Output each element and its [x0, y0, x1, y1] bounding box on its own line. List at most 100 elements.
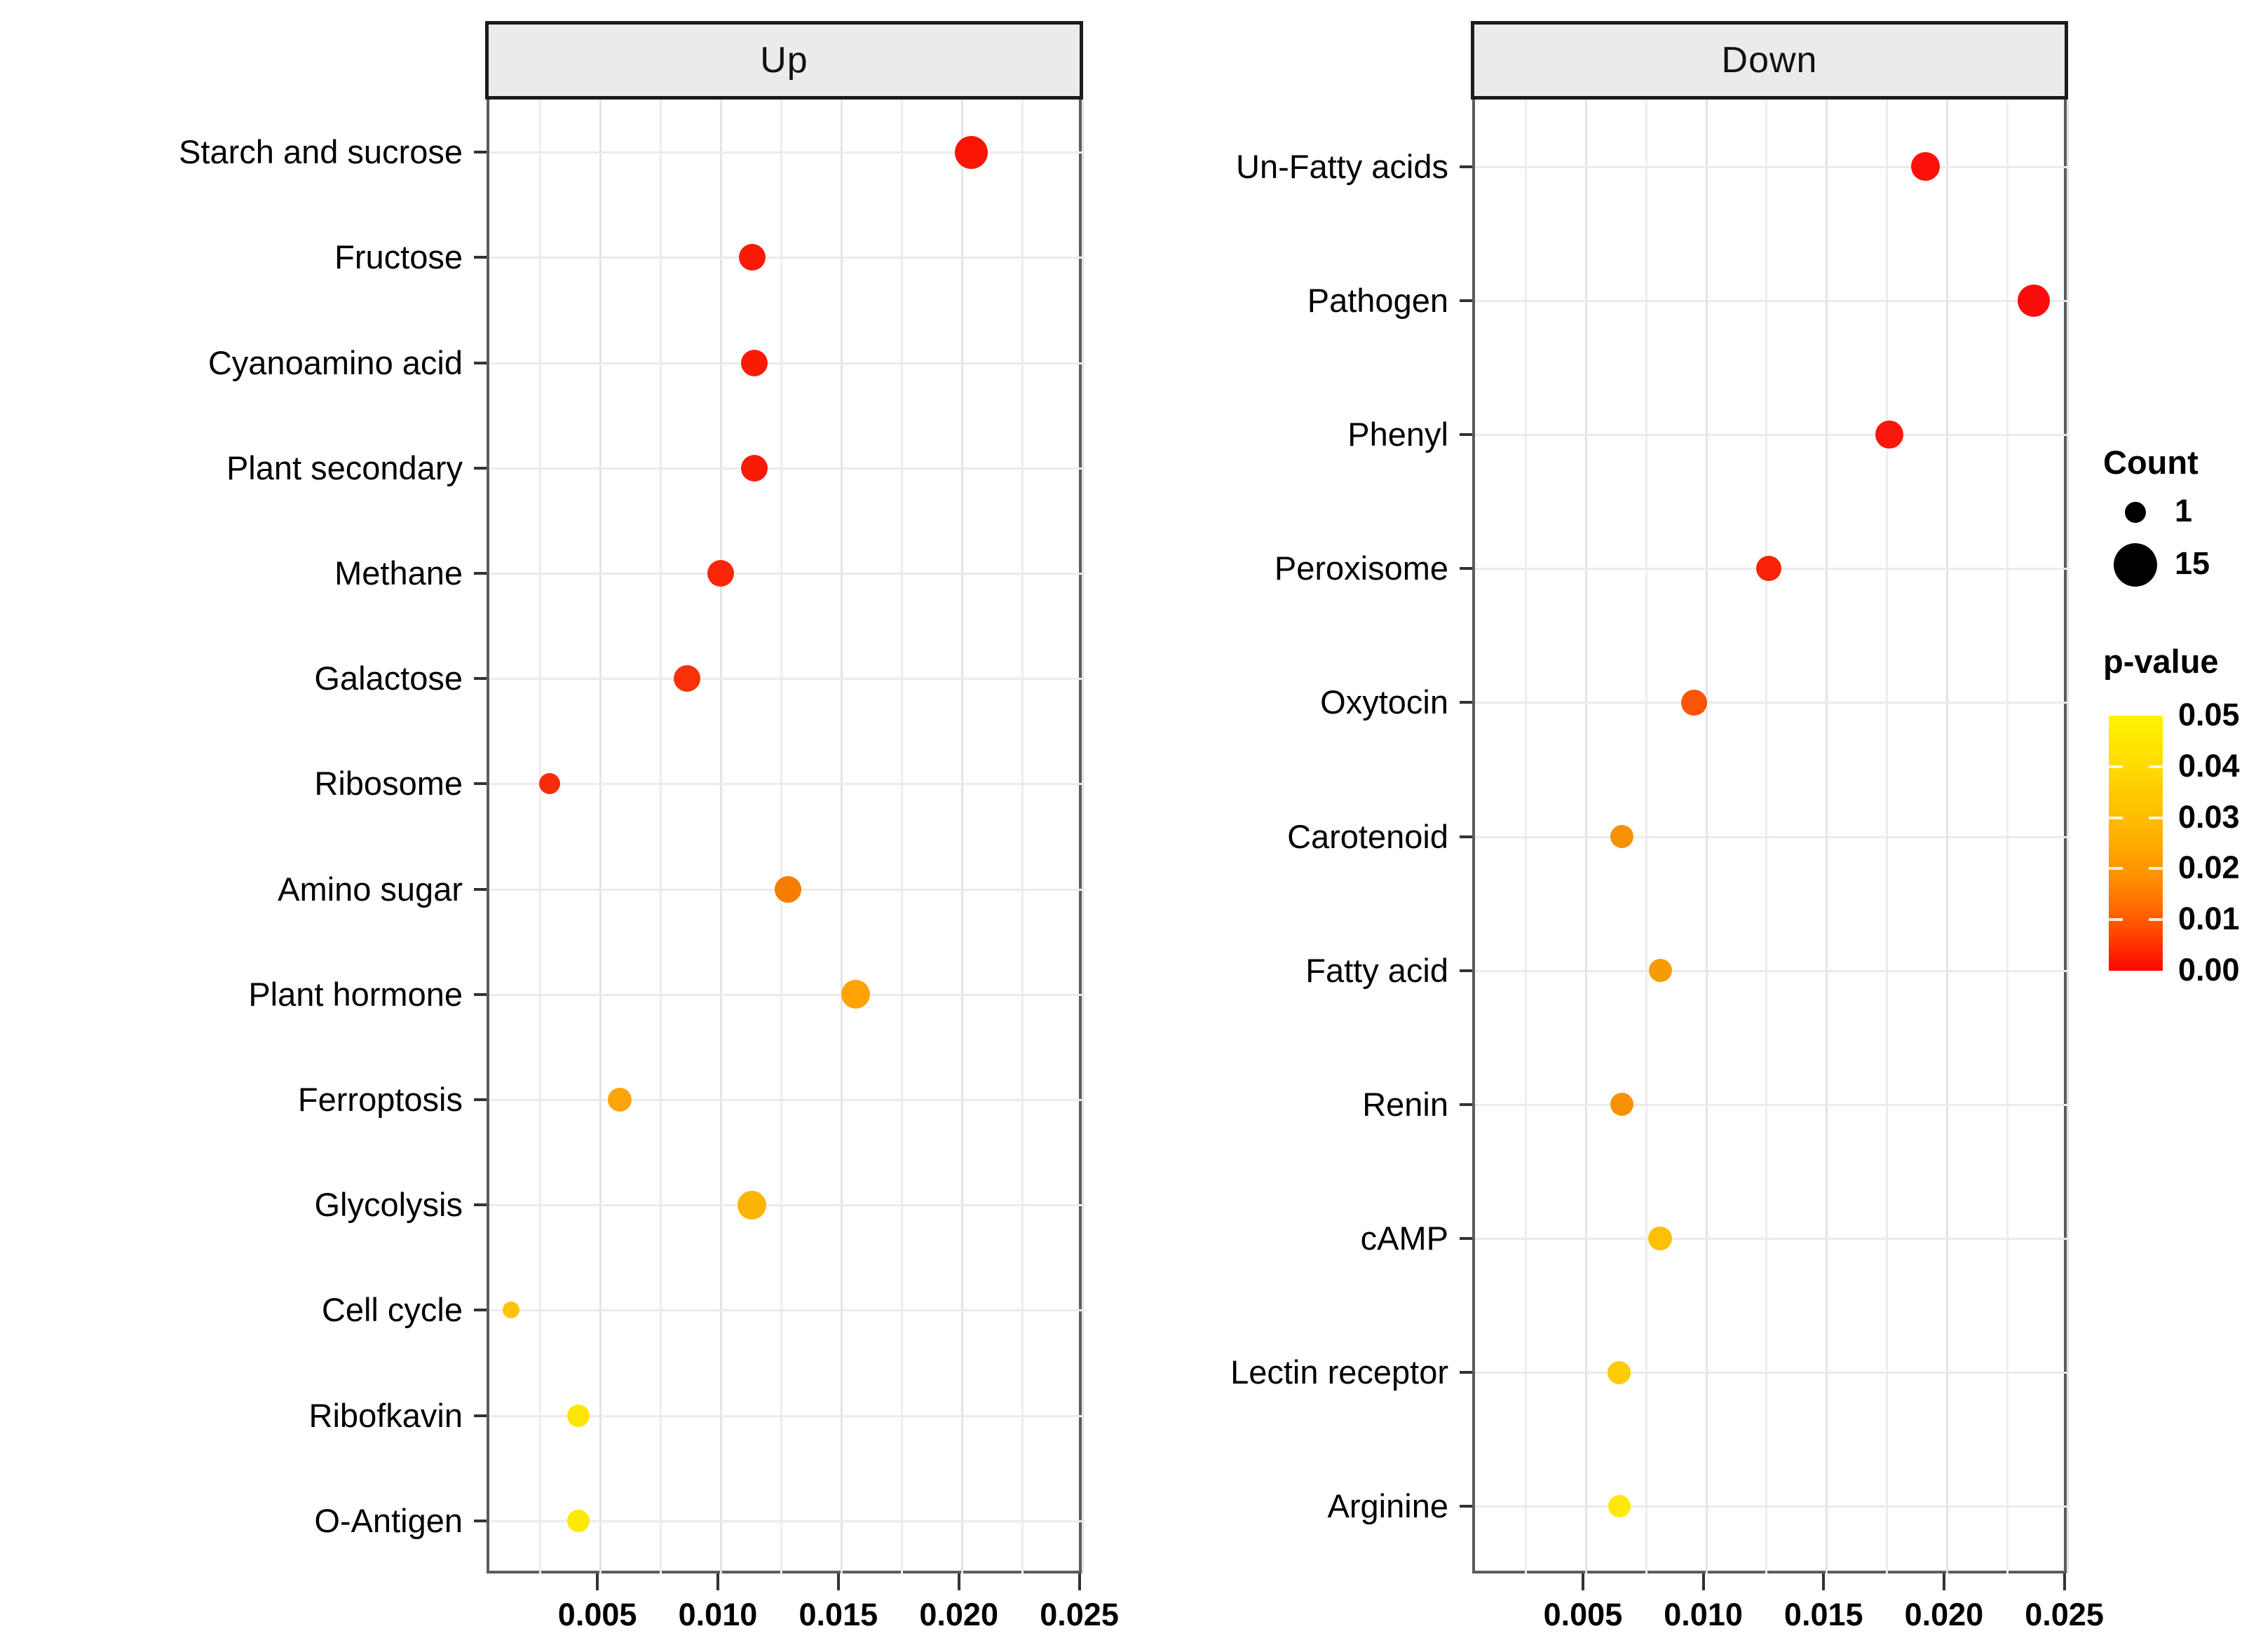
horizontal-gridline: [489, 1414, 1085, 1417]
data-point: [502, 1302, 519, 1319]
y-axis-tick: [1460, 1371, 1472, 1374]
y-axis-label: Phenyl: [1347, 415, 1448, 453]
x-axis-tick: [1701, 1574, 1705, 1590]
data-point: [607, 1088, 632, 1112]
pvalue-gradient-tick: [2149, 918, 2163, 922]
y-axis-tick: [474, 571, 487, 575]
horizontal-gridline: [1475, 1238, 2070, 1241]
x-axis-tick: [716, 1574, 719, 1590]
panel-header-up: Up: [485, 21, 1083, 100]
x-axis-tick: [1942, 1574, 1945, 1590]
horizontal-gridline: [489, 1309, 1085, 1312]
x-axis-tick: [1581, 1574, 1584, 1590]
data-point: [1610, 1093, 1633, 1117]
y-axis-tick: [474, 992, 487, 996]
x-axis-tick-label: 0.015: [1783, 1597, 1863, 1632]
x-axis-tick-label: 0.005: [1543, 1597, 1623, 1632]
y-axis-label: Galactose: [314, 660, 463, 697]
pvalue-tick-label: 0.03: [2178, 798, 2240, 835]
y-axis-tick: [474, 782, 487, 786]
panel-title-up: Up: [760, 40, 808, 81]
y-axis-tick: [1460, 1237, 1472, 1241]
y-axis-label: Starch and sucrose: [179, 133, 463, 171]
data-point: [775, 875, 802, 903]
horizontal-gridline: [489, 467, 1085, 470]
y-axis-label: Plant secondary: [226, 449, 463, 486]
vertical-gridline: [840, 100, 843, 1574]
data-point: [1680, 689, 1707, 716]
pvalue-gradient-tick: [2109, 816, 2123, 819]
y-axis-label: Glycolysis: [314, 1186, 463, 1224]
pvalue-tick-label: 0.04: [2178, 747, 2240, 784]
y-axis-label: Methane: [334, 554, 463, 592]
vertical-gridline: [900, 100, 903, 1574]
y-axis-label: Fatty acid: [1305, 951, 1448, 989]
y-axis-tick: [1460, 165, 1472, 168]
x-axis-tick: [836, 1574, 840, 1590]
pvalue-tick-label: 0.01: [2178, 901, 2240, 937]
data-point: [567, 1509, 590, 1532]
x-axis-tick: [596, 1574, 599, 1590]
horizontal-gridline: [1475, 1506, 2070, 1508]
data-point: [1648, 1227, 1673, 1251]
x-axis-tick: [1078, 1574, 1081, 1590]
vertical-gridline: [780, 100, 782, 1574]
y-axis-label: Un-Fatty acids: [1236, 147, 1448, 185]
pvalue-tick-label: 0.02: [2178, 849, 2240, 886]
legend-count-title: Count: [2103, 444, 2199, 481]
y-axis-tick: [474, 151, 487, 154]
x-axis-tick-label: 0.015: [798, 1597, 878, 1632]
horizontal-gridline: [1475, 1103, 2070, 1106]
data-point: [741, 454, 768, 482]
y-axis-label: Ribosome: [314, 765, 463, 803]
horizontal-gridline: [489, 678, 1085, 681]
pvalue-gradient-tick: [2149, 816, 2163, 819]
data-point: [1875, 420, 1903, 449]
horizontal-gridline: [489, 572, 1085, 575]
vertical-gridline: [960, 100, 963, 1574]
y-axis-tick: [474, 1309, 487, 1312]
pvalue-gradient-bar: [2109, 716, 2163, 971]
horizontal-gridline: [489, 257, 1085, 259]
data-point: [738, 244, 766, 271]
horizontal-gridline: [489, 993, 1085, 996]
y-axis-tick: [474, 1203, 487, 1207]
legend-pvalue-title: p-value: [2103, 643, 2219, 680]
pvalue-tick-label: 0.00: [2178, 952, 2240, 988]
legend-count-value: 15: [2175, 545, 2210, 581]
y-axis-label: Ferroptosis: [297, 1081, 463, 1119]
pvalue-gradient-tick: [2109, 765, 2123, 768]
horizontal-gridline: [489, 1520, 1085, 1522]
y-axis-label: Peroxisome: [1274, 549, 1448, 587]
horizontal-gridline: [1475, 702, 2070, 704]
y-axis-tick: [474, 1414, 487, 1417]
y-axis-label: cAMP: [1360, 1220, 1448, 1257]
legend-count-dot: [2114, 543, 2157, 587]
data-point: [738, 1190, 767, 1220]
horizontal-gridline: [489, 783, 1085, 786]
data-point: [567, 1404, 590, 1427]
horizontal-gridline: [489, 1204, 1085, 1207]
y-axis-tick: [1460, 835, 1472, 838]
y-axis-tick: [474, 361, 487, 364]
data-point: [1608, 1495, 1631, 1518]
y-axis-label: Ribofkavin: [308, 1396, 463, 1434]
plot-area-up: [487, 100, 1085, 1574]
x-axis-tick-label: 0.025: [1040, 1597, 1119, 1632]
data-point: [1610, 825, 1633, 848]
data-point: [1755, 556, 1781, 582]
horizontal-gridline: [1475, 969, 2070, 972]
horizontal-gridline: [1475, 1372, 2070, 1374]
y-axis-label: Pathogen: [1307, 281, 1448, 319]
y-axis-label: O-Antigen: [314, 1501, 463, 1539]
data-point: [538, 773, 560, 795]
y-axis-label: Oxytocin: [1320, 683, 1448, 721]
plot-area-down: [1472, 100, 2070, 1574]
horizontal-gridline: [489, 1099, 1085, 1102]
x-axis-tick: [2062, 1574, 2066, 1590]
vertical-gridline: [599, 100, 602, 1574]
data-point: [673, 665, 700, 692]
x-axis-tick-label: 0.025: [2025, 1597, 2104, 1632]
x-axis-tick: [1822, 1574, 1826, 1590]
